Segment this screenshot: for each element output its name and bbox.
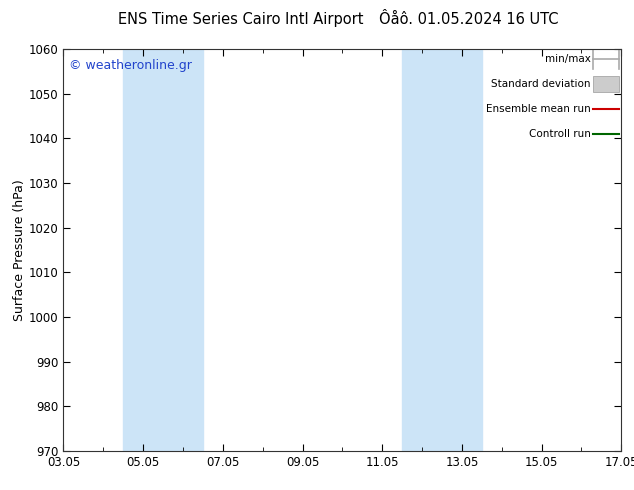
Bar [402,49,482,451]
Bar [593,76,619,92]
Text: Standard deviation: Standard deviation [491,79,591,89]
Text: Ensemble mean run: Ensemble mean run [486,104,591,114]
Text: min/max: min/max [545,54,591,64]
Text: Controll run: Controll run [529,129,591,139]
Text: Ôåô. 01.05.2024 16 UTC: Ôåô. 01.05.2024 16 UTC [379,12,559,27]
Y-axis label: Surface Pressure (hPa): Surface Pressure (hPa) [13,179,26,321]
Bar [123,49,203,451]
Text: © weatheronline.gr: © weatheronline.gr [69,59,192,72]
Text: ENS Time Series Cairo Intl Airport: ENS Time Series Cairo Intl Airport [118,12,364,27]
